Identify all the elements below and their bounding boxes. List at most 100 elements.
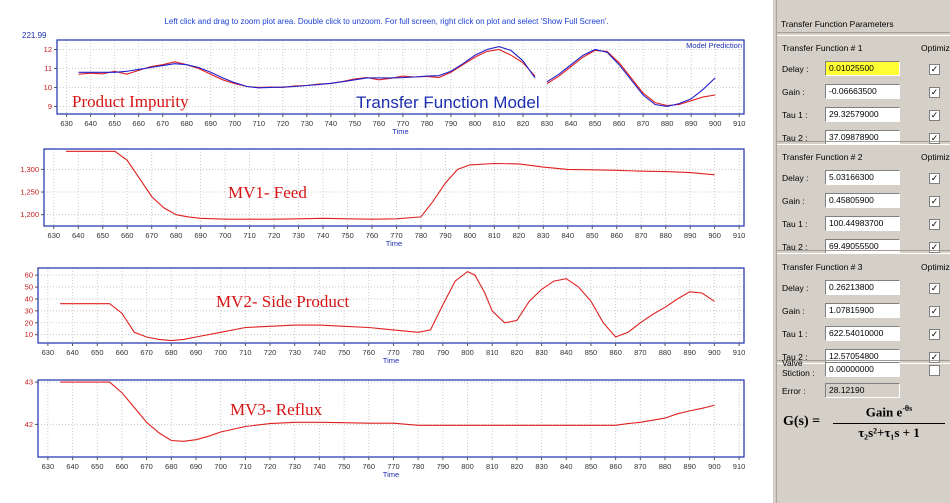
- x-tick-label: 650: [91, 348, 104, 357]
- x-tick-label: 790: [437, 462, 450, 471]
- x-tick-label: 800: [461, 348, 474, 357]
- param-input-tau1[interactable]: 100.44983700: [825, 216, 900, 231]
- optimize-checkbox[interactable]: ✓: [929, 219, 940, 230]
- x-tick-label: 670: [156, 119, 169, 128]
- x-tick-label: 840: [562, 231, 575, 240]
- x-tick-label: 790: [445, 119, 458, 128]
- chart-1[interactable]: 630 640 650 660 670 680 690 700 710 720 730 740 750 7…: [0, 30, 773, 134]
- chart-title: MV2- Side Product: [216, 292, 349, 311]
- param-label-tau1: Tau 1 :: [782, 219, 808, 229]
- y-tick-label: 40: [25, 294, 33, 303]
- optimize-checkbox[interactable]: ✓: [929, 283, 940, 294]
- x-tick-label: 730: [288, 462, 301, 471]
- zoom-instructions: Left click and drag to zoom plot area. D…: [164, 17, 609, 26]
- chart-title: Product Impurity: [72, 92, 189, 111]
- optimize-checkbox[interactable]: ✓: [929, 133, 940, 144]
- plot-frame: [37, 267, 745, 344]
- param-input-gain[interactable]: 0.45805900: [825, 193, 900, 208]
- optimize-checkbox[interactable]: ✓: [929, 196, 940, 207]
- y-tick-label: 50: [25, 283, 33, 292]
- param-input-tau1[interactable]: 29.32579000: [825, 107, 900, 122]
- formula-numerator: Gain e-θs: [833, 404, 945, 420]
- chart-title: MV3- Reflux: [230, 400, 323, 419]
- x-tick-label: 770: [397, 119, 410, 128]
- x-tick-label: 870: [635, 231, 648, 240]
- section-divider: [777, 250, 950, 254]
- section-divider: [777, 32, 950, 36]
- param-input-delay[interactable]: 0.26213800: [825, 280, 900, 295]
- optimize-checkbox[interactable]: ✓: [929, 64, 940, 75]
- x-axis-label: Time: [383, 470, 399, 479]
- chart-2[interactable]: 630 640 650 660 670 680 690 700 710 720 730 740 750 7…: [0, 142, 773, 249]
- valve-stiction-input[interactable]: 0.00000000: [825, 362, 900, 377]
- x-tick-label: 870: [637, 119, 650, 128]
- optimize-checkbox[interactable]: ✓: [929, 352, 940, 363]
- x-tick-label: 860: [609, 348, 622, 357]
- x-tick-label: 830: [535, 462, 548, 471]
- x-tick-label: 890: [683, 348, 696, 357]
- optimize-checkbox[interactable]: ✓: [929, 329, 940, 340]
- plot-area[interactable]: Left click and drag to zoom plot area. D…: [0, 0, 773, 503]
- x-tick-label: 830: [537, 231, 550, 240]
- x-tick-label: 880: [661, 119, 674, 128]
- x-tick-label: 860: [610, 231, 623, 240]
- chart-4[interactable]: 630 640 650 660 670 680 690 700 710 720 730 740 750 7…: [0, 373, 773, 481]
- x-tick-label: 720: [264, 462, 277, 471]
- x-tick-label: 740: [325, 119, 338, 128]
- param-label-tau2: Tau 2 :: [782, 352, 808, 362]
- x-tick-label: 890: [684, 231, 697, 240]
- x-tick-label: 910: [733, 348, 746, 357]
- x-tick-label: 720: [277, 119, 290, 128]
- x-tick-label: 640: [72, 231, 85, 240]
- x-tick-label: 630: [42, 348, 55, 357]
- x-tick-label: 760: [373, 119, 386, 128]
- x-tick-label: 880: [659, 348, 672, 357]
- param-input-delay[interactable]: 0.01025500: [825, 61, 900, 76]
- y-tick-label: 12: [44, 45, 52, 54]
- param-label-gain: Gain :: [782, 196, 805, 206]
- y-tick-label: 20: [25, 318, 33, 327]
- x-tick-label: 700: [214, 462, 227, 471]
- param-input-gain[interactable]: 1.07815900: [825, 303, 900, 318]
- x-axis-label: Time: [383, 356, 399, 365]
- optimize-checkbox[interactable]: ✓: [929, 242, 940, 253]
- error-value: 28.12190: [825, 383, 900, 398]
- x-tick-label: 810: [486, 462, 499, 471]
- panel-title: Transfer Function Parameters: [781, 19, 894, 29]
- x-tick-label: 780: [415, 231, 428, 240]
- x-tick-label: 710: [239, 348, 252, 357]
- optimize-checkbox[interactable]: ✓: [929, 306, 940, 317]
- valve-stiction-checkbox[interactable]: [929, 365, 940, 376]
- x-tick-label: 680: [170, 231, 183, 240]
- chart-3[interactable]: 630 640 650 660 670 680 690 700 710 720 730 740 750 7…: [0, 258, 773, 370]
- x-tick-label: 790: [437, 348, 450, 357]
- param-input-tau1[interactable]: 622.54010000: [825, 326, 900, 341]
- x-tick-label: 800: [464, 231, 477, 240]
- y-tick-label: 30: [25, 306, 33, 315]
- optimize-checkbox[interactable]: ✓: [929, 173, 940, 184]
- x-tick-label: 900: [708, 231, 721, 240]
- optimize-checkbox[interactable]: ✓: [929, 110, 940, 121]
- chart-title: MV1- Feed: [228, 183, 307, 202]
- optimize-checkbox[interactable]: ✓: [929, 87, 940, 98]
- transfer-function-panel: Transfer Function Parameters Transfer Fu…: [776, 0, 950, 503]
- x-tick-label: 840: [565, 119, 578, 128]
- series-line-model-prediction: [78, 46, 716, 107]
- param-label-tau1: Tau 1 :: [782, 110, 808, 120]
- x-tick-label: 870: [634, 348, 647, 357]
- optimize-header: Optimize: [921, 262, 950, 272]
- x-tick-label: 780: [412, 462, 425, 471]
- x-tick-label: 830: [541, 119, 554, 128]
- x-tick-label: 670: [140, 348, 153, 357]
- x-tick-label: 910: [733, 231, 746, 240]
- x-tick-label: 680: [165, 348, 178, 357]
- x-tick-label: 730: [288, 348, 301, 357]
- x-tick-label: 840: [560, 348, 573, 357]
- x-tick-label: 670: [145, 231, 158, 240]
- param-input-gain[interactable]: -0.06663500: [825, 84, 900, 99]
- optimize-header: Optimize: [921, 43, 950, 53]
- x-tick-label: 900: [709, 119, 722, 128]
- param-input-delay[interactable]: 5.03166300: [825, 170, 900, 185]
- x-tick-label: 840: [560, 462, 573, 471]
- plot-frame: [37, 379, 745, 458]
